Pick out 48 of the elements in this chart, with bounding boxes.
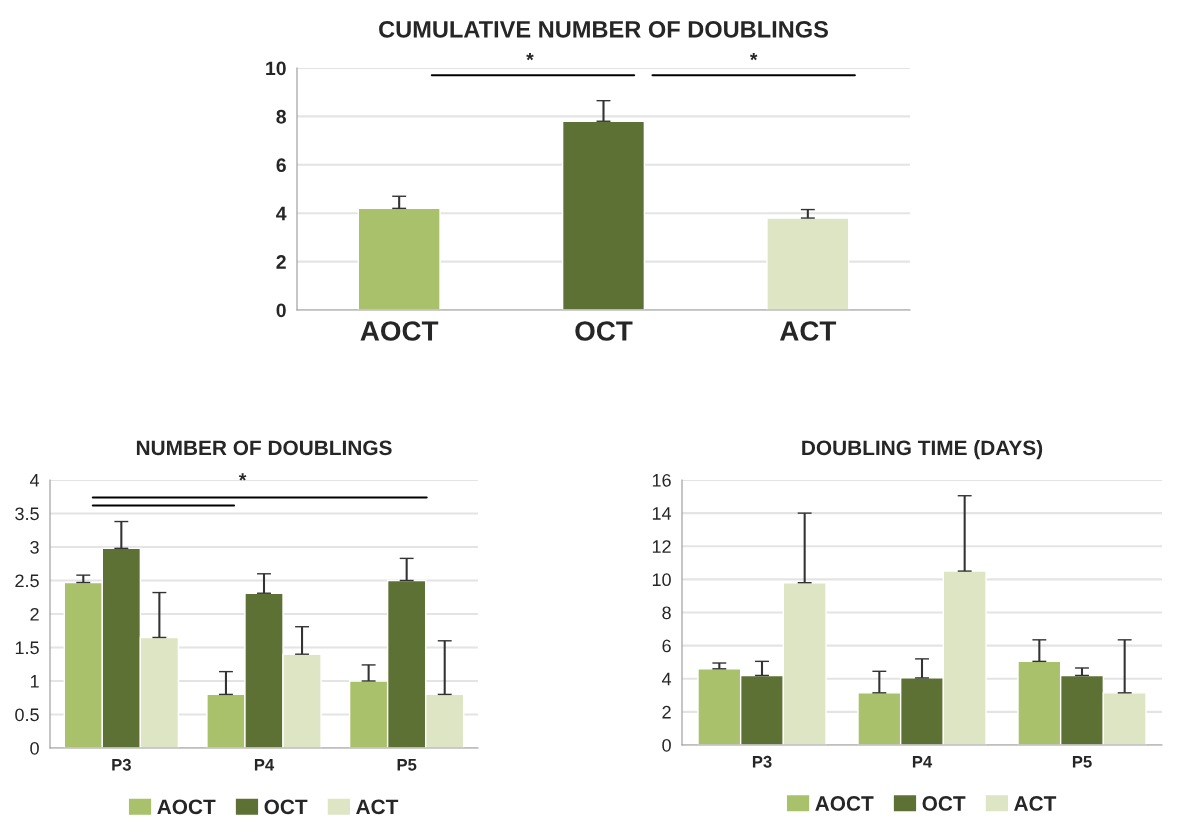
- x-tick-label: ACT: [779, 321, 837, 341]
- y-tick-label: 0: [30, 741, 39, 755]
- x-tick-label: P5: [1072, 756, 1092, 768]
- y-tick-label: 16: [652, 473, 671, 487]
- y-tick-label: 1: [30, 675, 39, 688]
- x-tick-label: AOCT: [360, 321, 439, 341]
- y-tick-label: 0: [276, 303, 286, 318]
- x-tick-label: P3: [752, 755, 772, 768]
- legend-label: OCT: [264, 799, 308, 815]
- y-tick-label: 10: [266, 61, 286, 76]
- y-tick-label: 1.5: [15, 641, 39, 655]
- y-tick-label: 6: [662, 639, 671, 653]
- chart-title: NUMBER OF DOUBLINGS: [136, 440, 392, 456]
- y-tick-label: 2: [30, 607, 39, 621]
- legend-label: OCT: [922, 796, 966, 811]
- y-tick-label: 10: [652, 573, 671, 587]
- x-tick-label: P4: [254, 759, 275, 771]
- bar: [357, 207, 441, 310]
- legend-label: ACT: [1014, 796, 1057, 811]
- legend-label: ACT: [356, 799, 399, 815]
- x-tick-label: P3: [112, 758, 131, 771]
- y-tick-label: 8: [662, 606, 671, 620]
- y-tick-label: 3.5: [15, 507, 39, 521]
- x-tick-label: OCT: [575, 321, 633, 341]
- y-tick-label: 4: [661, 672, 672, 686]
- y-tick-label: 4: [29, 474, 40, 487]
- annotation: *: [238, 473, 247, 481]
- bar: [766, 217, 850, 310]
- bar: [561, 120, 646, 310]
- y-tick-label: 14: [652, 507, 672, 520]
- y-tick-label: 3: [30, 540, 39, 554]
- y-tick-label: 0.5: [15, 708, 39, 722]
- y-tick-label: 6: [276, 158, 286, 173]
- x-tick-label: P5: [397, 759, 417, 771]
- y-tick-label: 2.5: [15, 574, 39, 588]
- y-tick-label: 0: [662, 738, 671, 752]
- text: *: [526, 53, 534, 61]
- text: *: [749, 53, 758, 61]
- y-tick-label: 12: [652, 540, 671, 553]
- y-tick-label: 2: [662, 705, 671, 719]
- chart-title: DOUBLING TIME (DAYS): [802, 439, 1043, 460]
- legend-label: AOCT: [157, 799, 216, 815]
- y-tick-label: 4: [276, 206, 287, 221]
- y-tick-label: 2: [276, 255, 286, 269]
- chart-title: CUMULATIVE NUMBER OF DOUBLINGS: [379, 20, 828, 38]
- x-tick-label: P4: [912, 756, 933, 768]
- y-tick-label: 8: [276, 109, 286, 124]
- legend-label: AOCT: [815, 796, 874, 811]
